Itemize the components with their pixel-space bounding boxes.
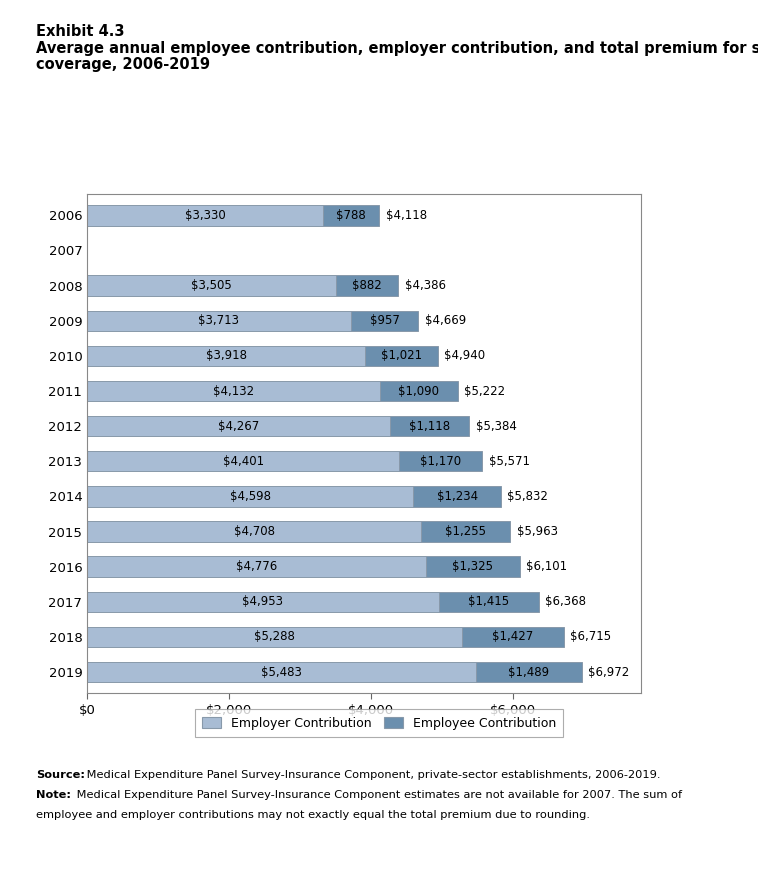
Bar bbox=[462, 627, 563, 647]
Text: $957: $957 bbox=[370, 314, 399, 328]
Bar bbox=[390, 416, 469, 436]
Bar bbox=[399, 451, 482, 472]
Bar bbox=[87, 556, 426, 577]
Text: $1,325: $1,325 bbox=[453, 560, 493, 573]
Text: $6,368: $6,368 bbox=[545, 595, 586, 608]
Bar bbox=[87, 451, 399, 472]
Text: $3,918: $3,918 bbox=[205, 350, 246, 362]
Text: $1,170: $1,170 bbox=[421, 455, 462, 468]
Bar bbox=[350, 311, 418, 331]
Bar bbox=[87, 311, 350, 331]
Bar bbox=[87, 416, 390, 436]
Text: $5,288: $5,288 bbox=[254, 630, 295, 644]
Text: $4,953: $4,953 bbox=[243, 595, 283, 608]
Text: $4,776: $4,776 bbox=[236, 560, 277, 573]
Bar bbox=[87, 592, 439, 612]
Bar bbox=[426, 556, 520, 577]
Bar bbox=[87, 627, 462, 647]
Bar bbox=[413, 487, 501, 507]
Bar bbox=[365, 345, 437, 366]
Text: Average annual employee contribution, employer contribution, and total premium f: Average annual employee contribution, em… bbox=[36, 41, 758, 56]
Text: $3,505: $3,505 bbox=[191, 279, 232, 292]
Text: $5,832: $5,832 bbox=[507, 490, 548, 503]
Bar bbox=[87, 205, 324, 225]
Text: $788: $788 bbox=[337, 209, 366, 222]
Bar bbox=[381, 381, 458, 401]
Bar bbox=[87, 662, 476, 683]
Text: $5,222: $5,222 bbox=[464, 384, 505, 397]
Bar bbox=[87, 521, 421, 542]
Text: $6,101: $6,101 bbox=[526, 560, 568, 573]
Text: Source:: Source: bbox=[36, 770, 86, 780]
Text: $1,021: $1,021 bbox=[381, 350, 422, 362]
Text: $1,427: $1,427 bbox=[492, 630, 534, 644]
Bar bbox=[336, 275, 399, 296]
Text: $4,386: $4,386 bbox=[405, 279, 446, 292]
Legend: Employer Contribution, Employee Contribution: Employer Contribution, Employee Contribu… bbox=[195, 709, 563, 737]
Text: Note:: Note: bbox=[36, 790, 71, 800]
Text: Medical Expenditure Panel Survey-Insurance Component, private-sector establishme: Medical Expenditure Panel Survey-Insuran… bbox=[83, 770, 661, 780]
Text: $4,598: $4,598 bbox=[230, 490, 271, 503]
Bar bbox=[439, 592, 539, 612]
Text: $4,708: $4,708 bbox=[233, 525, 274, 538]
Bar bbox=[324, 205, 379, 225]
Text: $1,090: $1,090 bbox=[399, 384, 440, 397]
Bar bbox=[87, 345, 365, 366]
Bar bbox=[87, 487, 413, 507]
Text: employee and employer contributions may not exactly equal the total premium due : employee and employer contributions may … bbox=[36, 810, 590, 819]
Text: $3,330: $3,330 bbox=[185, 209, 226, 222]
Bar bbox=[87, 381, 381, 401]
Text: Exhibit 4.3: Exhibit 4.3 bbox=[36, 24, 125, 39]
Text: $4,118: $4,118 bbox=[386, 209, 427, 222]
Text: coverage, 2006-2019: coverage, 2006-2019 bbox=[36, 57, 211, 72]
Text: $6,715: $6,715 bbox=[570, 630, 611, 644]
Text: $1,118: $1,118 bbox=[409, 419, 450, 433]
Text: $5,483: $5,483 bbox=[262, 666, 302, 678]
Text: Medical Expenditure Panel Survey-Insurance Component estimates are not available: Medical Expenditure Panel Survey-Insuran… bbox=[73, 790, 682, 800]
Text: $4,669: $4,669 bbox=[424, 314, 466, 328]
Text: $5,963: $5,963 bbox=[516, 525, 558, 538]
Text: $1,234: $1,234 bbox=[437, 490, 478, 503]
Text: $4,132: $4,132 bbox=[213, 384, 254, 397]
Bar bbox=[87, 275, 336, 296]
Text: $1,255: $1,255 bbox=[445, 525, 486, 538]
Text: $5,384: $5,384 bbox=[475, 419, 516, 433]
Text: $4,267: $4,267 bbox=[218, 419, 259, 433]
Bar bbox=[476, 662, 582, 683]
Text: $1,415: $1,415 bbox=[468, 595, 509, 608]
Text: $4,940: $4,940 bbox=[444, 350, 485, 362]
Text: $3,713: $3,713 bbox=[199, 314, 240, 328]
Text: $1,489: $1,489 bbox=[509, 666, 550, 678]
Text: $4,401: $4,401 bbox=[223, 455, 264, 468]
Text: $882: $882 bbox=[352, 279, 382, 292]
Text: $5,571: $5,571 bbox=[489, 455, 530, 468]
Text: $6,972: $6,972 bbox=[588, 666, 629, 678]
Bar bbox=[421, 521, 510, 542]
